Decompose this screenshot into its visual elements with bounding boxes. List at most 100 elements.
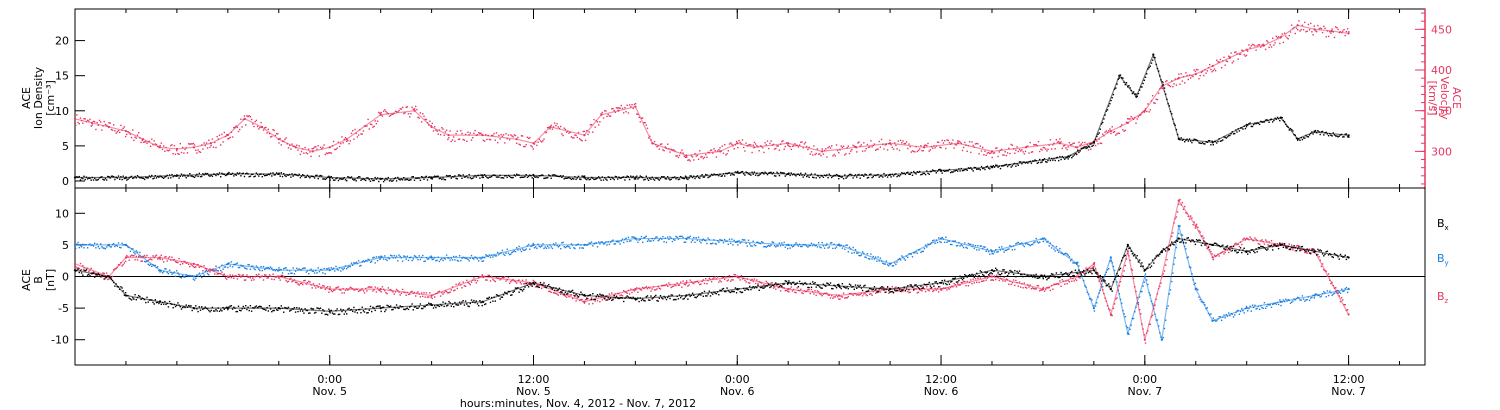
velocity-point bbox=[368, 128, 370, 130]
bz-point bbox=[254, 276, 256, 278]
density-point bbox=[863, 175, 865, 177]
bz-point bbox=[372, 290, 374, 292]
velocity-point bbox=[991, 156, 993, 159]
velocity-point bbox=[807, 148, 809, 151]
bz-point bbox=[575, 300, 577, 302]
velocity-point bbox=[417, 116, 419, 118]
velocity-point bbox=[431, 122, 433, 125]
density-point bbox=[573, 178, 575, 180]
velocity-point bbox=[584, 139, 587, 142]
bz-point bbox=[347, 289, 349, 291]
density-point bbox=[1085, 147, 1087, 150]
bz-point bbox=[1118, 285, 1121, 287]
velocity-point bbox=[678, 154, 681, 157]
density-point bbox=[650, 178, 652, 180]
bx-point bbox=[174, 305, 177, 308]
bz-point bbox=[958, 284, 960, 286]
bx-point bbox=[407, 308, 410, 311]
bz-point bbox=[1018, 281, 1021, 283]
bx-point bbox=[79, 269, 82, 272]
by-point bbox=[1241, 307, 1243, 310]
by-point bbox=[136, 251, 139, 253]
bz-point bbox=[127, 256, 129, 258]
by-point bbox=[294, 270, 297, 272]
by-point bbox=[1040, 238, 1042, 240]
by-point bbox=[1306, 298, 1308, 301]
bx-point bbox=[206, 308, 209, 310]
density-point bbox=[243, 175, 246, 178]
velocity-point bbox=[1001, 148, 1003, 151]
velocity-point bbox=[1285, 35, 1287, 37]
velocity-point bbox=[858, 141, 860, 143]
velocity-point bbox=[564, 128, 567, 131]
density-datum bbox=[328, 176, 331, 179]
bx-point bbox=[441, 304, 443, 307]
bz-point bbox=[827, 294, 829, 296]
velocity-point bbox=[507, 134, 510, 136]
bz-point bbox=[211, 268, 214, 270]
by-point bbox=[1329, 290, 1331, 292]
density-point bbox=[710, 173, 713, 176]
bx-point bbox=[230, 305, 233, 307]
by-datum bbox=[787, 243, 790, 246]
by-point bbox=[256, 266, 259, 269]
velocity-point bbox=[494, 139, 496, 141]
bz-point bbox=[1112, 307, 1115, 309]
by-point bbox=[1077, 261, 1079, 264]
by-point bbox=[632, 236, 634, 238]
velocity-point bbox=[966, 150, 968, 152]
bz-point bbox=[521, 279, 524, 281]
bz-point bbox=[114, 268, 116, 270]
velocity-point bbox=[1266, 40, 1268, 42]
density-point bbox=[388, 180, 391, 182]
bz-point bbox=[782, 287, 784, 289]
velocity-point bbox=[360, 133, 362, 135]
velocity-point bbox=[898, 149, 901, 152]
velocity-point bbox=[91, 124, 93, 126]
velocity-point bbox=[367, 118, 369, 121]
bz-datum bbox=[939, 288, 943, 291]
velocity-point bbox=[1162, 81, 1164, 84]
velocity-point bbox=[1156, 98, 1159, 101]
bx-point bbox=[411, 303, 413, 305]
bx-point bbox=[485, 303, 487, 305]
density-point bbox=[1304, 137, 1306, 139]
by-point bbox=[268, 267, 271, 270]
velocity-point bbox=[253, 125, 255, 128]
density-point bbox=[543, 177, 545, 180]
by-point bbox=[1311, 296, 1313, 299]
density-point bbox=[788, 172, 790, 174]
by-point bbox=[346, 267, 348, 270]
density-point bbox=[254, 175, 256, 177]
density-point bbox=[1212, 144, 1214, 146]
bz-point bbox=[991, 279, 993, 281]
density-point bbox=[1316, 132, 1318, 134]
velocity-point bbox=[449, 130, 451, 132]
bz-point bbox=[357, 290, 360, 292]
bz-point bbox=[985, 279, 987, 281]
density-point bbox=[688, 177, 690, 179]
density-point bbox=[924, 173, 927, 176]
density-point bbox=[191, 175, 193, 177]
velocity-datum bbox=[787, 142, 790, 145]
density-point bbox=[638, 176, 640, 179]
density-point bbox=[180, 173, 183, 175]
density-point bbox=[999, 167, 1002, 170]
bz-point bbox=[576, 297, 578, 299]
by-point bbox=[891, 265, 893, 267]
by-point bbox=[388, 258, 391, 260]
velocity-point bbox=[1287, 38, 1289, 40]
density-point bbox=[989, 168, 991, 170]
bz-point bbox=[1226, 249, 1229, 251]
velocity-point bbox=[1099, 142, 1101, 144]
velocity-point bbox=[819, 153, 821, 155]
by-point bbox=[1029, 244, 1031, 247]
bz-point bbox=[1091, 267, 1093, 269]
by-point bbox=[594, 242, 596, 244]
by-point bbox=[922, 250, 924, 253]
by-point bbox=[1337, 290, 1339, 292]
density-point bbox=[139, 177, 141, 179]
velocity-point bbox=[376, 120, 379, 122]
by-point bbox=[201, 276, 203, 279]
by-point bbox=[700, 242, 702, 244]
